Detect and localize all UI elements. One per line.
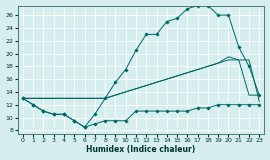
X-axis label: Humidex (Indice chaleur): Humidex (Indice chaleur) <box>86 145 196 154</box>
